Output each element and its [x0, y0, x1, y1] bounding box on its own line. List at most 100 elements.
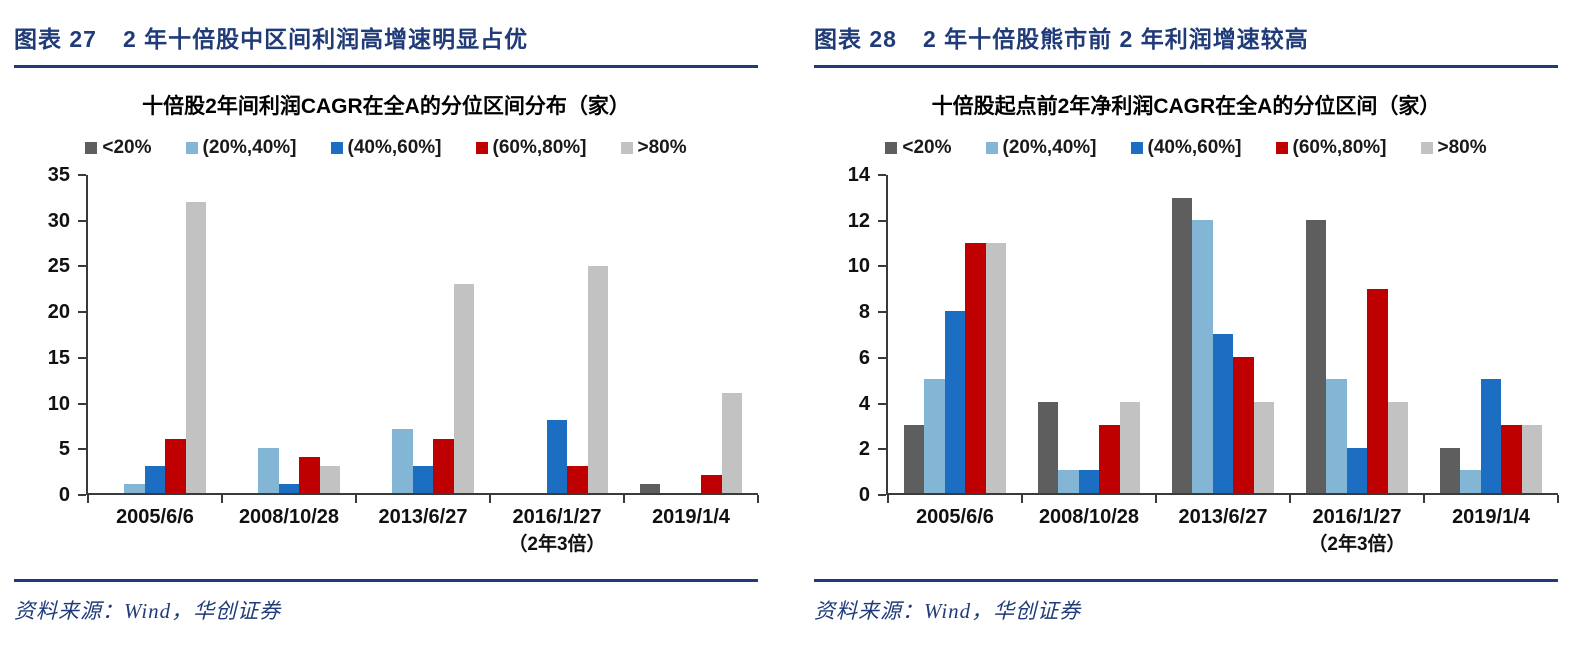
bar: [1119, 402, 1141, 493]
x-axis-tick-mark: [623, 495, 625, 503]
bar-slot: [660, 175, 680, 493]
y-axis-tick-label: 35: [47, 164, 70, 186]
x-axis-label-note: （2年3倍）: [508, 534, 606, 555]
y-axis-tick-label: 15: [47, 346, 70, 369]
bar: [278, 483, 300, 493]
bar-slot: [904, 175, 925, 493]
x-axis-label-text: 2005/6/6: [916, 506, 994, 528]
y-axis-tick-mark: [78, 265, 86, 268]
caption-rule: [14, 65, 758, 68]
y-axis-tick-mark: [78, 311, 86, 314]
legend-item: (60%,80%]: [1275, 137, 1387, 159]
y-axis: 0 5 10 15 20 25 30 35: [14, 165, 86, 505]
bar-slot: [965, 175, 986, 493]
bar: [1326, 379, 1347, 493]
legend-label: (40%,60%]: [1147, 137, 1242, 158]
legend-item: (20%,40%]: [185, 137, 297, 159]
y-axis-tick-mark: [878, 448, 886, 451]
bar: [1192, 220, 1213, 493]
bar: [319, 465, 341, 493]
bar-slot: [1501, 175, 1522, 493]
y-axis-tick-mark: [78, 448, 86, 451]
legend-label: (40%,60%]: [347, 137, 442, 158]
y-axis-tick-mark: [78, 174, 86, 176]
source-note: 资料来源：Wind，华创证券: [14, 598, 282, 623]
legend-swatch-icon: [620, 142, 633, 154]
bar: [1058, 470, 1079, 493]
bar-slot: [1367, 175, 1388, 493]
y-axis-tick-label: 4: [858, 392, 870, 415]
legend-item: (40%,60%]: [330, 137, 442, 159]
bar: [1233, 356, 1254, 493]
legend-swatch-icon: [330, 142, 343, 154]
y-axis-tick-mark: [78, 219, 86, 222]
source-note: 资料来源：Wind，华创证券: [814, 598, 1082, 623]
x-axis-label-text: 2008/10/28: [238, 506, 340, 528]
x-axis-tick-mark: [1155, 495, 1157, 503]
bar-slot: [124, 175, 145, 493]
legend-swatch-icon: [985, 142, 998, 154]
bar: [1172, 197, 1193, 493]
bar-slot: [567, 175, 588, 493]
bar: [144, 465, 166, 493]
y-axis-tick-label: 20: [47, 301, 70, 324]
bar: [299, 456, 320, 493]
x-axis-tick-mark: [87, 495, 89, 503]
bar: [1099, 424, 1120, 493]
bar-slot: [1460, 175, 1481, 493]
x-axis-tick-mark: [1289, 495, 1291, 503]
figure-caption-title: 2 年十倍股中区间利润高增速明显占优: [122, 26, 529, 52]
y-axis-tick-mark: [878, 265, 886, 268]
bar-slot: [701, 175, 722, 493]
x-axis-tick-mark: [355, 495, 357, 503]
bar: [1480, 379, 1502, 493]
x-axis-label-note: （2年3倍）: [1308, 534, 1406, 555]
chart-legend: <20% (20%,40%] (40%,60%] (60%,80%] >80%: [14, 137, 758, 159]
x-axis-tick-mark: [221, 495, 223, 503]
y-axis-tick-label: 30: [47, 209, 70, 232]
legend-swatch-icon: [885, 142, 898, 154]
y-axis-tick-mark: [78, 402, 86, 405]
bar: [640, 483, 661, 493]
bar-slot: [412, 175, 434, 493]
bar-slot: [587, 175, 609, 493]
bar: [587, 265, 609, 493]
bar-group: [490, 175, 624, 493]
bar-group: [88, 175, 222, 493]
y-axis-tick-mark: [78, 494, 86, 496]
bar: [412, 465, 434, 493]
y-axis-tick-label: 8: [858, 301, 870, 324]
y-axis-tick-label: 10: [47, 392, 70, 415]
bar-group: [624, 175, 758, 493]
x-axis-label-text: 2013/6/27: [1178, 506, 1268, 528]
bar-slot: [392, 175, 413, 493]
bar: [1521, 424, 1543, 493]
x-axis-label-text: 2005/6/6: [116, 506, 194, 528]
legend-swatch-icon: [1420, 142, 1433, 154]
bar: [433, 438, 454, 493]
x-axis-label-text: 2016/1/27: [512, 506, 602, 528]
x-axis-label-text: 2013/6/27: [378, 506, 468, 528]
y-axis-tick-mark: [878, 311, 886, 314]
bar-slot: [546, 175, 568, 493]
legend-label: (20%,40%]: [1002, 137, 1097, 158]
bar: [944, 311, 966, 493]
x-axis-label: 2005/6/6: [88, 505, 222, 557]
bar-slot: [985, 175, 1007, 493]
bar: [567, 465, 588, 493]
plot-area: [86, 175, 759, 503]
legend-item: (20%,40%]: [985, 137, 1097, 159]
bar-slot: [144, 175, 166, 493]
y-axis-tick-label: 0: [858, 484, 870, 506]
bar: [924, 379, 945, 493]
bar-slot: [238, 175, 258, 493]
legend-swatch-icon: [1130, 142, 1143, 154]
bar-slot: [1233, 175, 1254, 493]
legend-label: (60%,80%]: [1292, 137, 1387, 158]
bar: [1078, 470, 1100, 493]
bar-slot: [681, 175, 701, 493]
bar-group: [1022, 175, 1156, 493]
bar: [1367, 288, 1388, 493]
figure-panel-28: 图表 28 2 年十倍股熊市前 2 年利润增速较高 十倍股起点前2年净利润CAGR…: [796, 0, 1592, 647]
